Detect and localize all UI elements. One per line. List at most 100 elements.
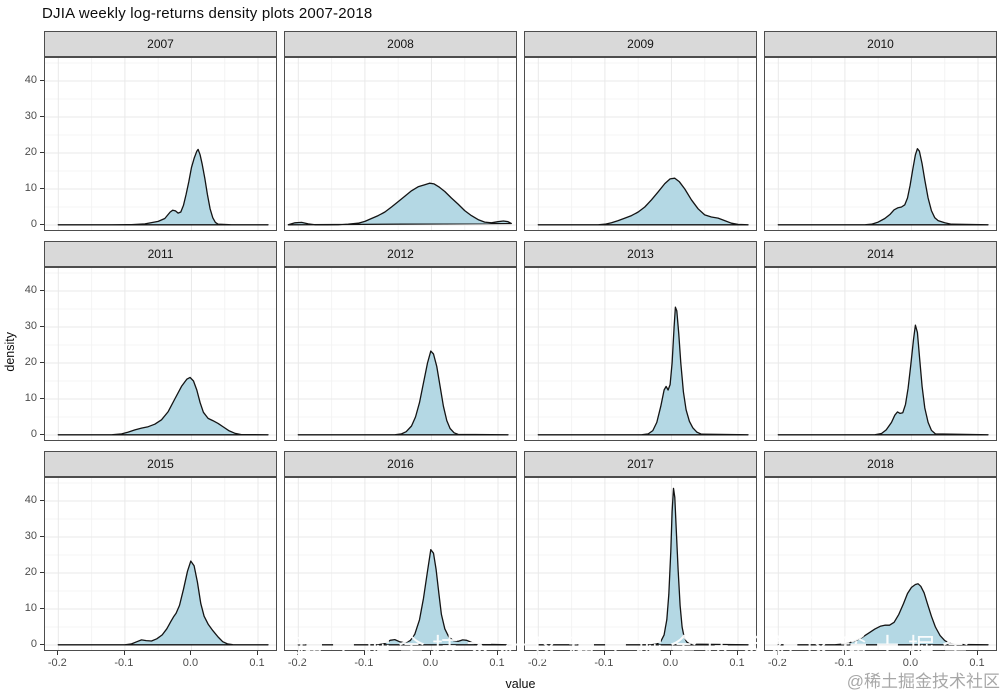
y-tick-mark (40, 571, 44, 573)
x-axis-title: value (505, 677, 536, 691)
density-curve (777, 148, 989, 226)
density-plot-svg (285, 478, 516, 650)
density-plot-panel (284, 477, 517, 651)
density-plot-panel (44, 57, 277, 231)
y-tick-mark (40, 433, 44, 435)
facet-strip: 2011 (44, 241, 277, 267)
x-tick-label: 0.0 (422, 657, 439, 669)
x-tick-mark (537, 651, 539, 655)
facet-year-label: 2008 (387, 37, 414, 51)
x-tick-mark (910, 651, 912, 655)
y-tick-label: 20 (24, 145, 37, 158)
y-tick-label: 10 (24, 601, 37, 614)
x-tick-mark (57, 651, 59, 655)
x-tick-mark (977, 651, 979, 655)
x-tick-mark (670, 651, 672, 655)
facet-year-label: 2014 (867, 247, 894, 261)
y-tick-mark (40, 643, 44, 645)
facet-strip: 2010 (764, 31, 997, 57)
density-plot-svg (285, 58, 516, 230)
y-tick-label: 40 (24, 284, 37, 297)
density-plot-svg (525, 58, 756, 230)
y-tick-mark (40, 80, 44, 82)
density-plot-panel (764, 267, 997, 441)
y-tick-mark (40, 500, 44, 502)
y-tick-label: 20 (24, 355, 37, 368)
y-tick-mark (40, 290, 44, 292)
density-plot-svg (525, 268, 756, 440)
y-tick-mark (40, 536, 44, 537)
facet-year-label: 2010 (867, 37, 894, 51)
x-tick-label: 0.1 (969, 657, 985, 669)
density-curve (777, 324, 989, 436)
x-tick-mark (497, 651, 499, 655)
y-tick-mark (40, 187, 44, 189)
x-tick-label: 0.1 (249, 657, 265, 669)
facet-year-label: 2007 (147, 37, 174, 51)
y-tick-label: 40 (24, 494, 37, 507)
x-tick-label: 0.0 (902, 657, 919, 669)
facet-strip: 2009 (524, 31, 757, 57)
density-plot-svg (45, 58, 276, 230)
x-tick-mark (123, 651, 125, 655)
facet-year-label: 2011 (147, 247, 174, 261)
density-curve (287, 182, 512, 226)
y-tick-label: 0 (30, 427, 37, 440)
facet-strip: 2018 (764, 451, 997, 477)
density-plot-panel (764, 477, 997, 651)
x-tick-label: -0.1 (354, 657, 374, 669)
x-tick-mark (430, 651, 432, 655)
density-curve (57, 560, 269, 646)
density-curve (537, 177, 749, 226)
facet-year-label: 2013 (627, 247, 654, 261)
facet-strip: 2015 (44, 451, 277, 477)
facet-strip: 2007 (44, 31, 277, 57)
y-tick-label: 20 (24, 565, 37, 578)
y-tick-label: 0 (30, 637, 37, 650)
y-tick-label: 30 (24, 320, 37, 332)
x-tick-label: 0.0 (662, 657, 679, 669)
density-plot-svg (45, 268, 276, 440)
y-tick-mark (40, 151, 44, 153)
density-plot-svg (765, 58, 996, 230)
x-tick-mark (257, 651, 259, 655)
facet-strip: 2014 (764, 241, 997, 267)
x-tick-label: 0.1 (489, 657, 505, 669)
x-tick-mark (363, 651, 365, 655)
density-curve (297, 548, 509, 646)
x-tick-mark (297, 651, 299, 655)
y-tick-mark (40, 223, 44, 225)
x-tick-label: 0.1 (729, 657, 745, 669)
density-plot-panel (284, 57, 517, 231)
y-tick-label: 10 (24, 181, 37, 194)
x-tick-mark (190, 651, 192, 655)
density-plot-svg (285, 268, 516, 440)
density-curve (297, 350, 509, 436)
y-tick-mark (40, 116, 44, 117)
x-tick-mark (843, 651, 845, 655)
facet-year-label: 2015 (147, 457, 174, 471)
facet-strip: 2012 (284, 241, 517, 267)
x-tick-mark (603, 651, 605, 655)
y-tick-label: 30 (24, 110, 37, 122)
x-tick-mark (777, 651, 779, 655)
density-curve (537, 487, 749, 646)
chart-title: DJIA weekly log-returns density plots 20… (42, 5, 373, 22)
density-curve (537, 306, 749, 436)
y-tick-mark (40, 326, 44, 327)
facet-strip: 2013 (524, 241, 757, 267)
density-curve (777, 583, 989, 646)
x-tick-label: -0.1 (594, 657, 614, 669)
density-plot-svg (765, 478, 996, 650)
density-curve (57, 148, 269, 226)
density-plot-panel (284, 267, 517, 441)
facet-strip: 2016 (284, 451, 517, 477)
density-plot-panel (524, 477, 757, 651)
density-plot-panel (44, 477, 277, 651)
watermark-corner-text: @稀土掘金技术社区 (846, 672, 1000, 691)
y-tick-mark (40, 397, 44, 399)
density-plot-panel (44, 267, 277, 441)
facet-year-label: 2016 (387, 457, 414, 471)
density-plot-panel (524, 267, 757, 441)
